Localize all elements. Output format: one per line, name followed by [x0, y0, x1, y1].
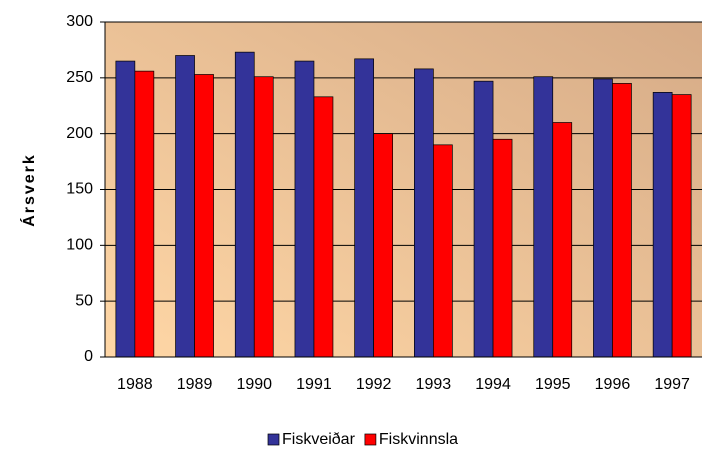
x-tick-label: 1996: [595, 376, 631, 393]
bar: [294, 60, 315, 358]
bar: [612, 83, 632, 358]
y-tick-label: 200: [66, 125, 93, 142]
bar: [373, 133, 393, 358]
bar: [433, 144, 453, 358]
bar: [234, 51, 255, 358]
bar: [533, 76, 554, 358]
x-tick-label: 1992: [356, 376, 392, 393]
y-tick-label: 150: [66, 181, 93, 198]
x-tick-label: 1989: [177, 376, 213, 393]
bar: [134, 70, 155, 358]
y-tick-label: 50: [75, 292, 93, 309]
bar: [313, 96, 334, 358]
legend-label: Fiskvinnsla: [379, 431, 458, 448]
bar: [473, 80, 494, 358]
bar: [671, 94, 692, 358]
bar: [194, 74, 214, 358]
bar: [593, 78, 613, 358]
bar: [175, 55, 195, 358]
bar: [652, 91, 673, 358]
x-tick-label: 1990: [236, 376, 272, 393]
y-axis-label: Ársverk: [19, 153, 38, 227]
y-tick-label: 300: [66, 13, 93, 30]
x-tick-label: 1993: [416, 376, 452, 393]
legend-label: Fiskveiðar: [282, 431, 356, 448]
y-tick-label: 0: [84, 348, 93, 365]
bar: [414, 68, 434, 358]
legend-swatch: [364, 433, 377, 446]
y-tick-label: 250: [66, 69, 93, 86]
bar: [115, 60, 136, 358]
x-tick-label: 1988: [117, 376, 153, 393]
bar: [253, 76, 274, 358]
x-tick-label: 1991: [296, 376, 332, 393]
x-tick-label: 1994: [475, 376, 511, 393]
legend-swatch: [267, 433, 280, 446]
bar: [492, 138, 513, 358]
y-tick-label: 100: [66, 237, 93, 254]
bar: [354, 58, 374, 358]
x-tick-label: 1995: [535, 376, 571, 393]
x-tick-label: 1997: [654, 376, 690, 393]
bar: [552, 122, 573, 358]
